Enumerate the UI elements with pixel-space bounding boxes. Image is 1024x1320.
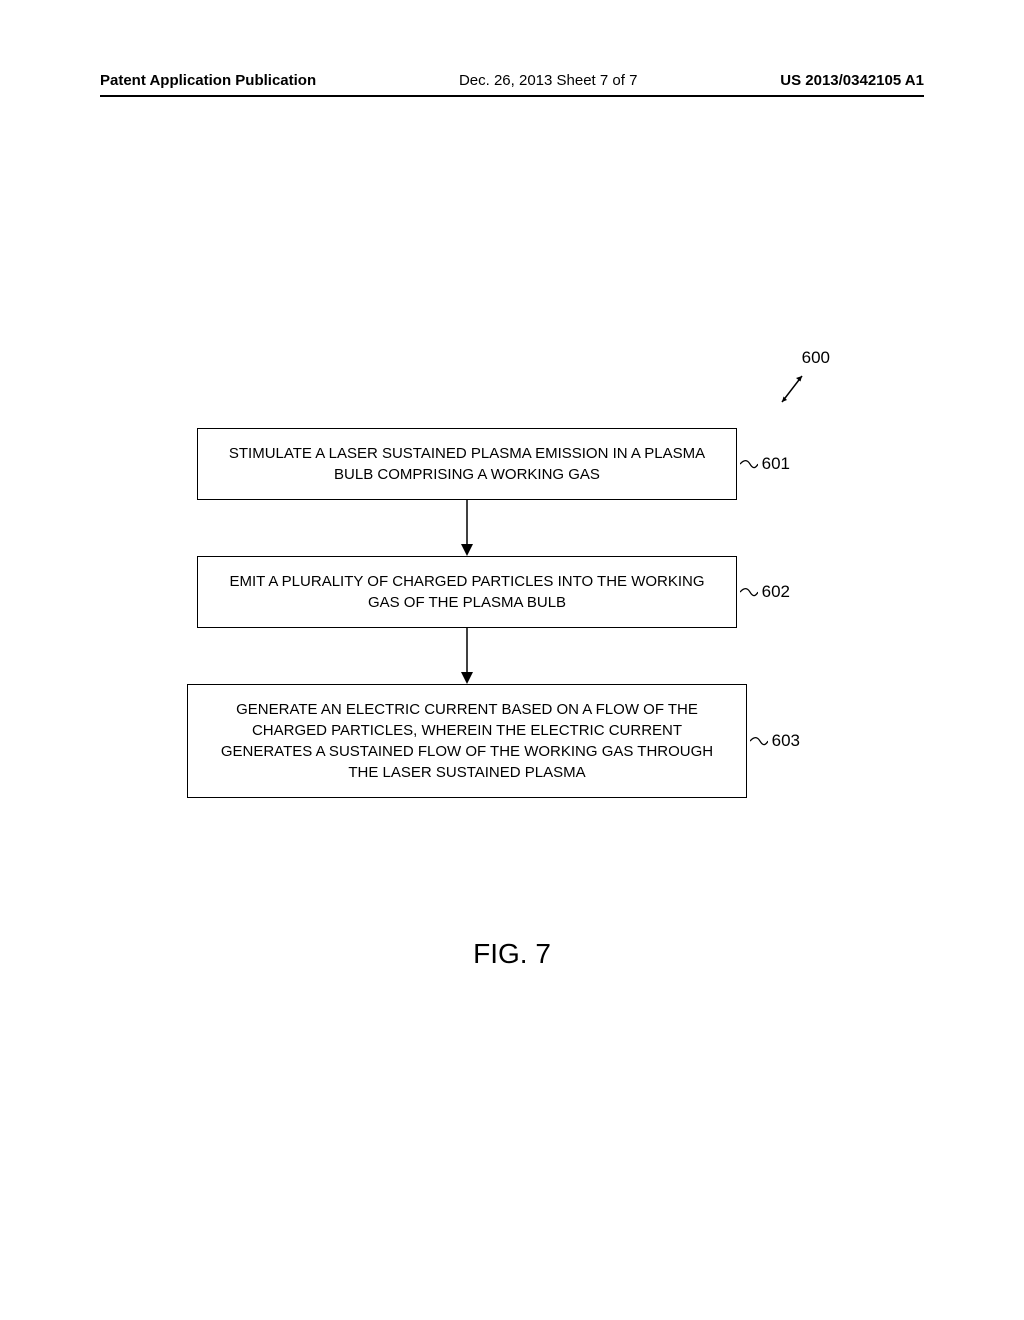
patent-header: Patent Application Publication Dec. 26, … <box>100 72 924 89</box>
box-text: STIMULATE A LASER SUSTAINED PLASMA EMISS… <box>229 445 705 483</box>
reference-arrow-icon <box>776 372 812 408</box>
box-label-601: 601 <box>740 452 790 476</box>
label-connector-icon <box>740 454 758 474</box>
flowchart-connector <box>172 500 762 556</box>
header-left-text: Patent Application Publication <box>100 72 316 89</box>
box-text: EMIT A PLURALITY OF CHARGED PARTICLES IN… <box>229 573 704 611</box>
flowchart-container: 600 STIMULATE A LASER SUSTAINED PLASMA E… <box>172 356 762 798</box>
flowchart-reference-label: 600 <box>802 348 830 368</box>
label-connector-icon <box>740 582 758 602</box>
box-text: GENERATE AN ELECTRIC CURRENT BASED ON A … <box>221 701 713 781</box>
flowchart-connector <box>172 628 762 684</box>
header-center-text: Dec. 26, 2013 Sheet 7 of 7 <box>459 72 637 89</box>
arrow-down-icon <box>457 500 477 556</box>
flowchart-box-603: GENERATE AN ELECTRIC CURRENT BASED ON A … <box>187 684 747 798</box>
box-label-603: 603 <box>750 729 800 753</box>
header-right-text: US 2013/0342105 A1 <box>780 72 924 89</box>
figure-caption: FIG. 7 <box>0 938 1024 970</box>
arrow-down-icon <box>457 628 477 684</box>
header-divider <box>100 95 924 97</box>
flowchart-box-601: STIMULATE A LASER SUSTAINED PLASMA EMISS… <box>197 428 737 500</box>
label-connector-icon <box>750 731 768 751</box>
flowchart-box-602: EMIT A PLURALITY OF CHARGED PARTICLES IN… <box>197 556 737 628</box>
box-label-602: 602 <box>740 580 790 604</box>
